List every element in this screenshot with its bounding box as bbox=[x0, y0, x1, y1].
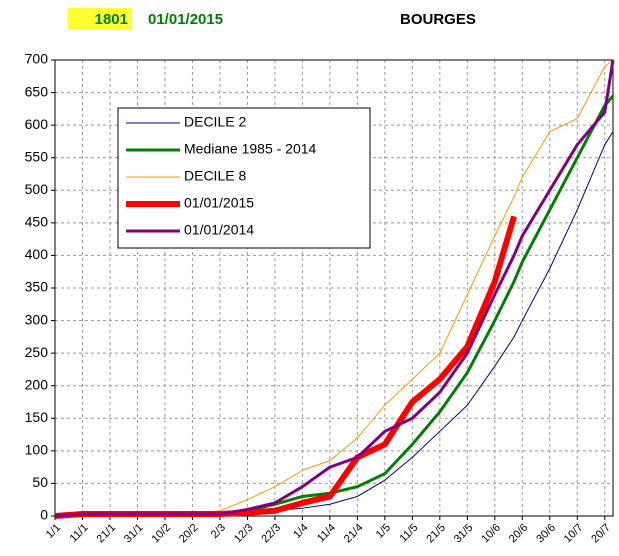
x-tick-label: 20/2 bbox=[177, 522, 201, 546]
x-tick-label: 10/7 bbox=[562, 522, 586, 546]
y-tick-label: 350 bbox=[25, 279, 49, 295]
x-tick-label: 1/5 bbox=[374, 522, 393, 541]
y-tick-label: 100 bbox=[25, 442, 49, 458]
y-tick-label: 700 bbox=[25, 51, 49, 67]
y-tick-label: 450 bbox=[25, 214, 49, 230]
x-tick-label: 10/6 bbox=[479, 522, 503, 546]
y-tick-label: 500 bbox=[25, 181, 49, 197]
x-tick-label: 21/1 bbox=[95, 522, 119, 546]
code-highlight bbox=[68, 8, 132, 30]
x-tick-label: 21/4 bbox=[342, 522, 366, 546]
y-tick-label: 200 bbox=[25, 376, 49, 392]
legend-label: DECILE 8 bbox=[184, 168, 246, 184]
date: 01/01/2015 bbox=[148, 11, 223, 28]
y-tick-label: 650 bbox=[25, 83, 49, 99]
legend-label: DECILE 2 bbox=[184, 114, 246, 130]
x-tick-label: 22/3 bbox=[259, 522, 283, 546]
legend-label: Mediane 1985 - 2014 bbox=[184, 141, 317, 157]
series-line bbox=[54, 215, 517, 519]
x-tick-label: 31/1 bbox=[122, 522, 146, 546]
chart-title: BOURGES bbox=[400, 11, 476, 28]
plot-frame bbox=[54, 59, 614, 517]
x-tick-label: 21/5 bbox=[424, 522, 448, 546]
x-tick-label: 20/7 bbox=[589, 522, 613, 546]
y-tick-label: 400 bbox=[25, 246, 49, 262]
y-tick-label: 50 bbox=[32, 474, 48, 490]
y-tick-label: 250 bbox=[25, 344, 49, 360]
x-tick-label: 2/3 bbox=[209, 522, 228, 541]
x-tick-label: 31/5 bbox=[452, 522, 476, 546]
x-tick-label: 12/3 bbox=[232, 522, 256, 546]
x-tick-label: 11/5 bbox=[397, 522, 420, 545]
y-tick-label: 0 bbox=[40, 507, 48, 523]
y-tick-label: 300 bbox=[25, 311, 49, 327]
x-tick-label: 20/6 bbox=[507, 522, 531, 546]
legend-box bbox=[117, 107, 371, 249]
x-tick-label: 1/4 bbox=[291, 522, 310, 541]
y-tick-label: 600 bbox=[25, 116, 49, 132]
y-tick-label: 150 bbox=[25, 409, 49, 425]
y-tick-label: 550 bbox=[25, 148, 49, 164]
station-code: 1801 bbox=[95, 11, 128, 28]
legend-label: 01/01/2015 bbox=[184, 195, 254, 211]
x-tick-label: 30/6 bbox=[534, 522, 558, 546]
x-tick-label: 10/2 bbox=[149, 522, 173, 546]
series-line bbox=[54, 59, 615, 518]
x-tick-label: 1/1 bbox=[44, 522, 63, 541]
x-tick-label: 11/4 bbox=[315, 522, 338, 545]
x-tick-label: 11/1 bbox=[68, 522, 91, 545]
legend-label: 01/01/2014 bbox=[184, 222, 254, 238]
